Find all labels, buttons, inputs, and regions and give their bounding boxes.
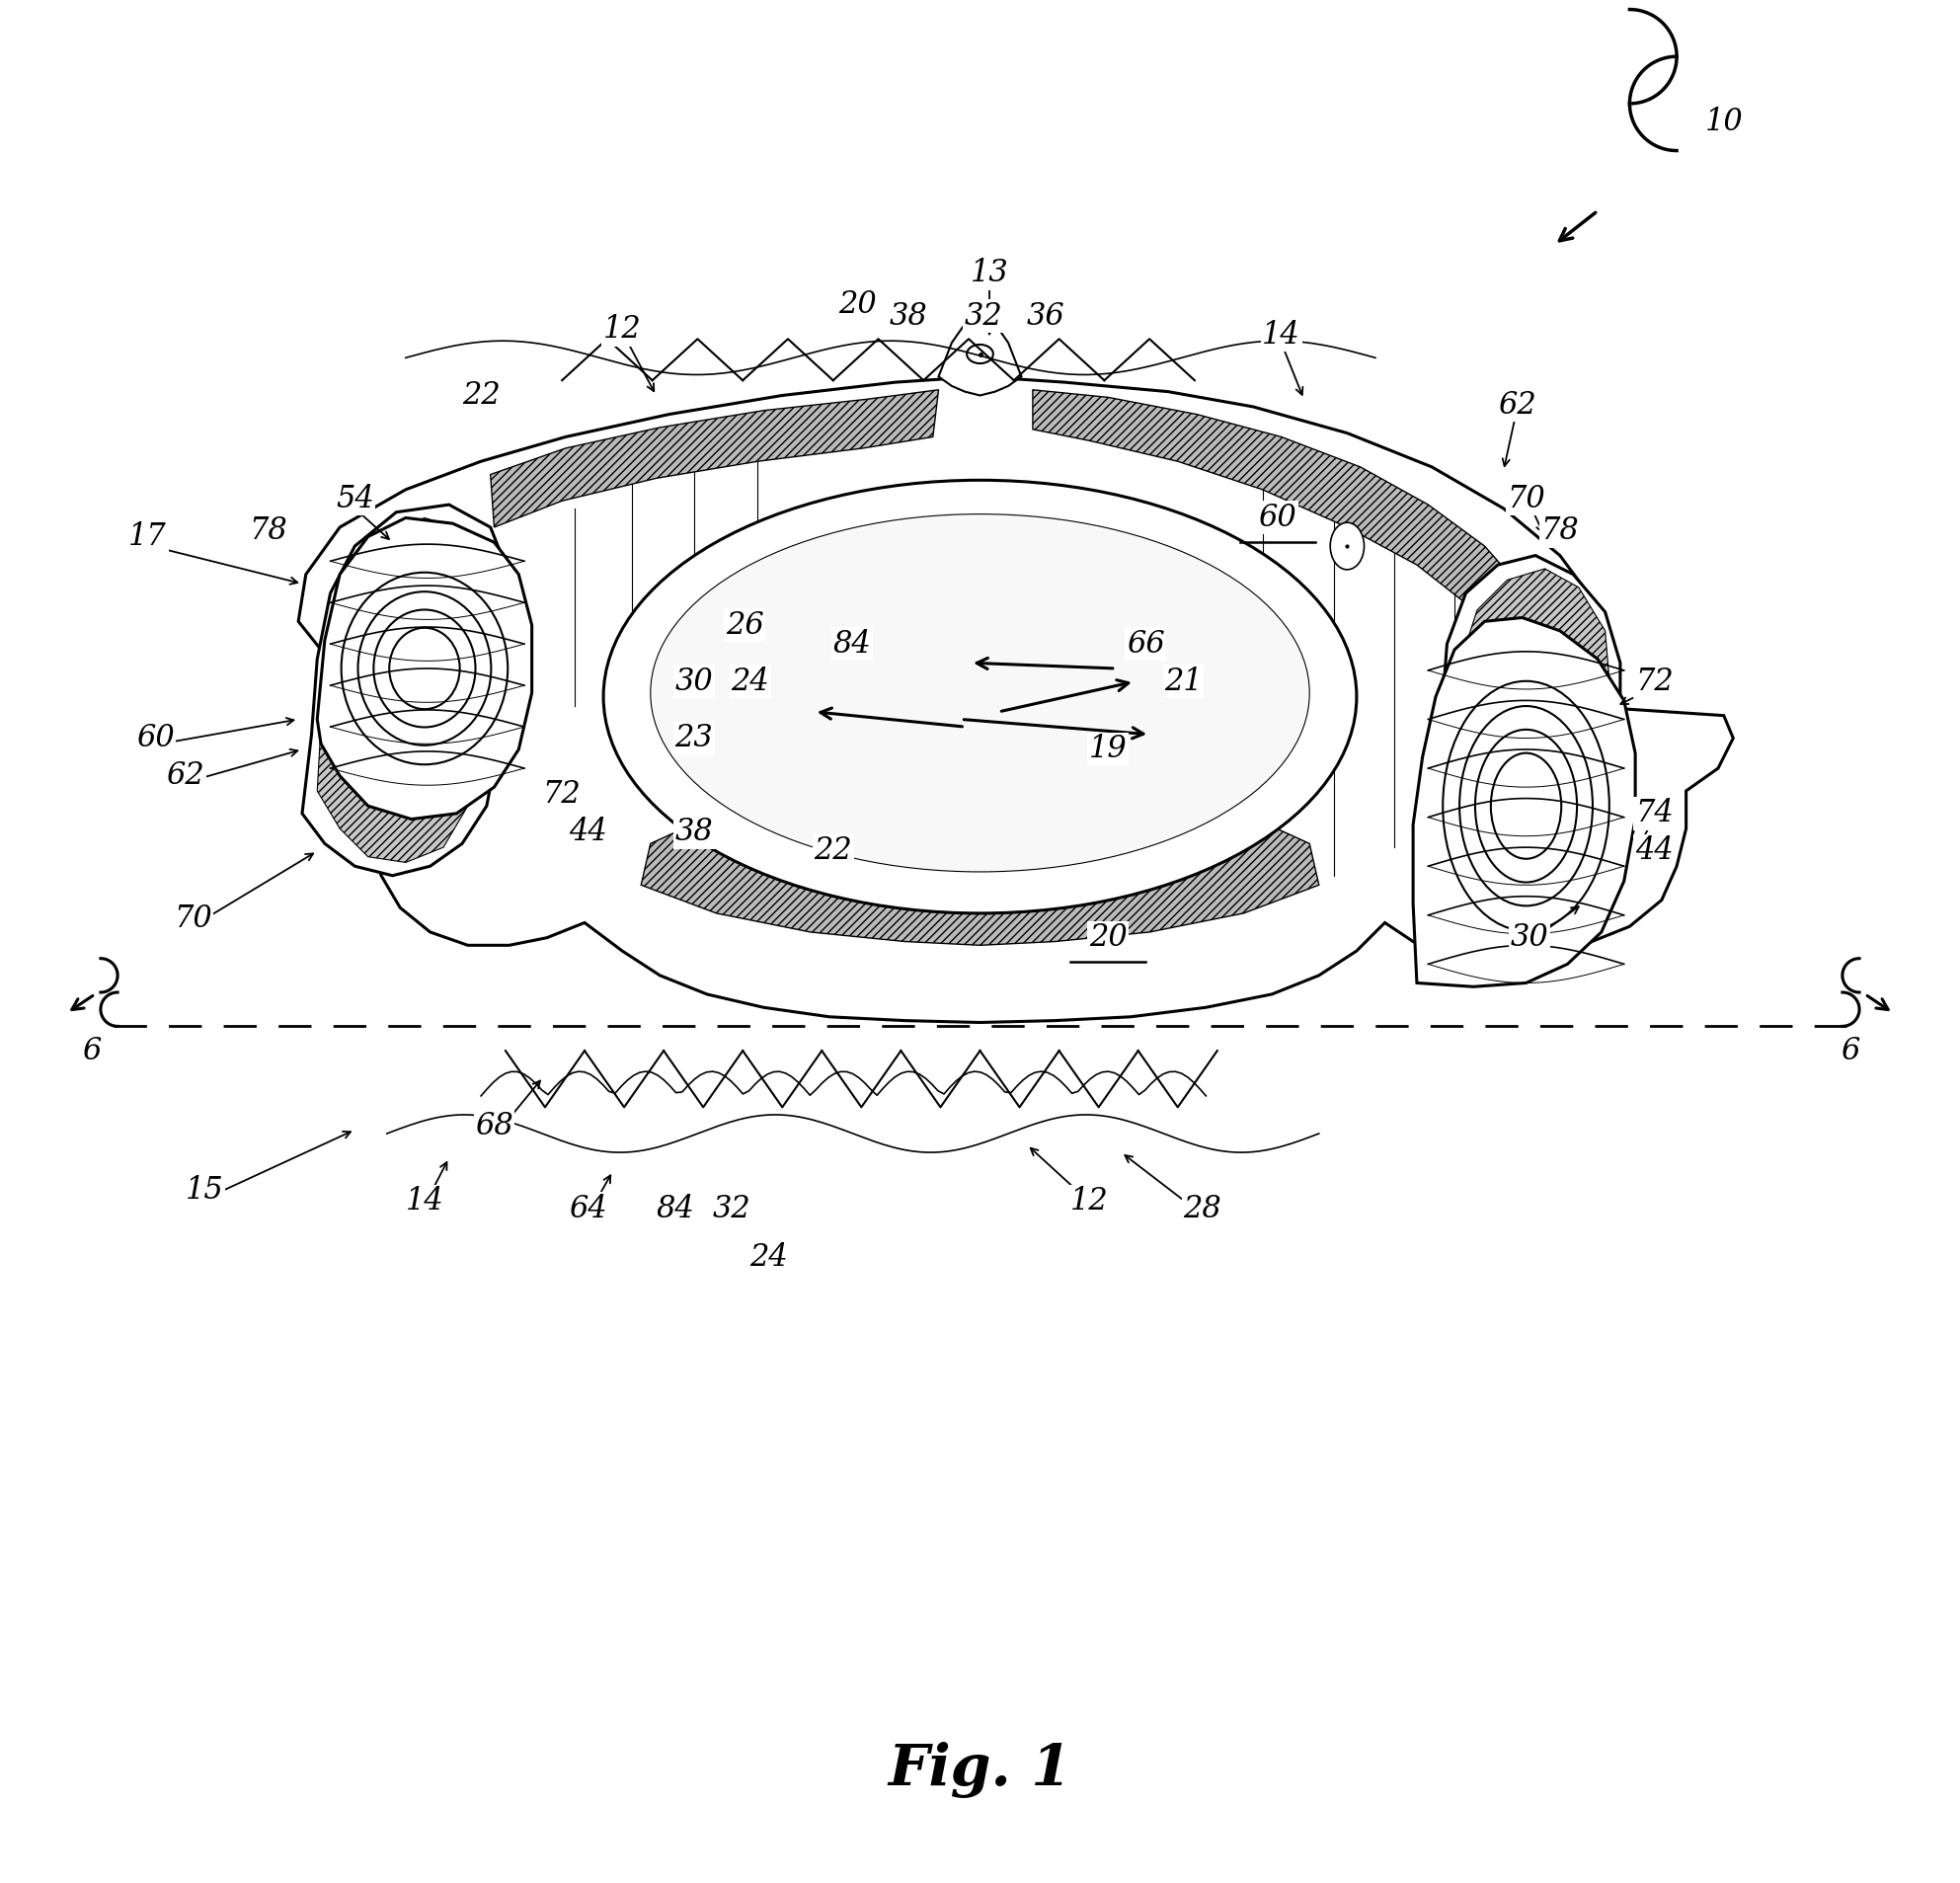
Text: 44: 44 bbox=[1635, 836, 1674, 866]
Ellipse shape bbox=[966, 345, 994, 363]
Text: 6: 6 bbox=[82, 1036, 100, 1066]
Polygon shape bbox=[318, 518, 531, 819]
Text: 13: 13 bbox=[970, 258, 1009, 288]
Text: 28: 28 bbox=[1184, 1194, 1221, 1224]
Text: 17: 17 bbox=[129, 522, 167, 552]
Text: 68: 68 bbox=[474, 1111, 514, 1141]
Text: 14: 14 bbox=[1262, 320, 1299, 350]
Ellipse shape bbox=[604, 480, 1356, 913]
Text: 62: 62 bbox=[1497, 390, 1537, 420]
Text: 32: 32 bbox=[964, 301, 1004, 331]
Text: 60: 60 bbox=[135, 723, 174, 753]
Text: 78: 78 bbox=[249, 516, 288, 546]
Text: 10: 10 bbox=[1705, 107, 1742, 137]
Text: 14: 14 bbox=[406, 1186, 443, 1216]
Ellipse shape bbox=[651, 514, 1309, 872]
Ellipse shape bbox=[1331, 522, 1364, 569]
Text: 64: 64 bbox=[568, 1194, 608, 1224]
Text: 30: 30 bbox=[1511, 923, 1548, 953]
Polygon shape bbox=[939, 316, 1021, 395]
Polygon shape bbox=[490, 390, 939, 527]
Text: 84: 84 bbox=[833, 629, 870, 659]
Text: 26: 26 bbox=[725, 610, 764, 640]
Polygon shape bbox=[641, 778, 1319, 945]
Text: 72: 72 bbox=[1635, 667, 1674, 697]
Text: 38: 38 bbox=[674, 817, 713, 847]
Polygon shape bbox=[1454, 569, 1613, 951]
Text: 6: 6 bbox=[1840, 1036, 1860, 1066]
Text: 44: 44 bbox=[568, 817, 608, 847]
Text: 78: 78 bbox=[1541, 516, 1580, 546]
Text: 21: 21 bbox=[1164, 667, 1203, 697]
Text: 36: 36 bbox=[1027, 301, 1064, 331]
Text: 15: 15 bbox=[184, 1175, 223, 1205]
Polygon shape bbox=[1033, 390, 1544, 663]
Polygon shape bbox=[298, 377, 1733, 1022]
Text: 66: 66 bbox=[1127, 629, 1164, 659]
Polygon shape bbox=[318, 518, 490, 862]
Text: 54: 54 bbox=[335, 484, 374, 514]
Text: 24: 24 bbox=[751, 1243, 788, 1273]
Text: 22: 22 bbox=[463, 380, 500, 410]
Text: 30: 30 bbox=[674, 667, 713, 697]
Text: 62: 62 bbox=[167, 761, 204, 791]
Polygon shape bbox=[1441, 555, 1621, 960]
Text: 24: 24 bbox=[731, 667, 770, 697]
Text: 72: 72 bbox=[543, 780, 580, 810]
Text: 20: 20 bbox=[1090, 923, 1127, 953]
Text: 23: 23 bbox=[674, 723, 713, 753]
Polygon shape bbox=[1413, 618, 1635, 987]
Text: 32: 32 bbox=[711, 1194, 751, 1224]
Text: 38: 38 bbox=[890, 301, 927, 331]
Text: 70: 70 bbox=[1507, 484, 1544, 514]
Text: 60: 60 bbox=[1258, 503, 1298, 533]
Text: 12: 12 bbox=[1070, 1186, 1107, 1216]
Text: Fig. 1: Fig. 1 bbox=[888, 1742, 1072, 1798]
Text: 84: 84 bbox=[657, 1194, 694, 1224]
Text: 19: 19 bbox=[1090, 734, 1127, 764]
Polygon shape bbox=[302, 505, 506, 876]
Text: 74: 74 bbox=[1635, 798, 1674, 829]
Text: 70: 70 bbox=[174, 904, 212, 934]
Text: 22: 22 bbox=[813, 836, 853, 866]
Text: 20: 20 bbox=[839, 290, 876, 320]
Text: 12: 12 bbox=[604, 314, 641, 345]
